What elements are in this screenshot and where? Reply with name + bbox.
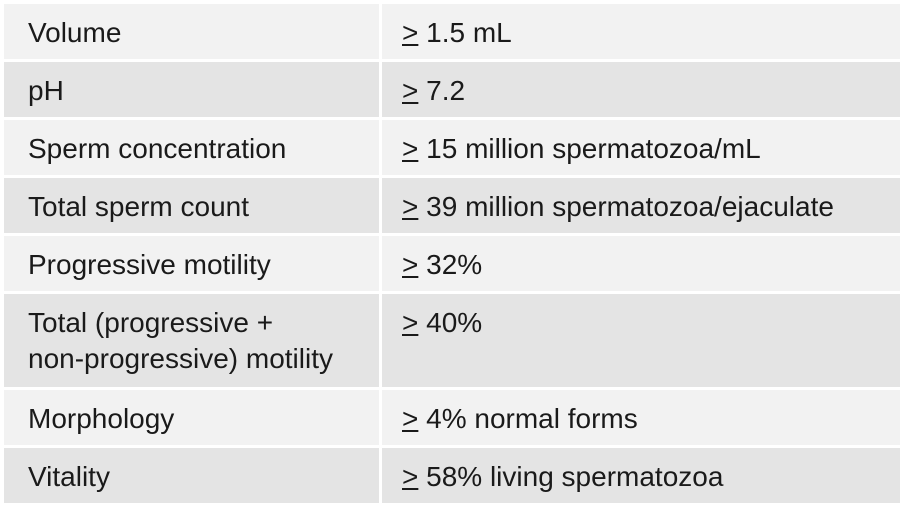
greater-equal-symbol: > (402, 307, 419, 338)
table-row: Volume > 1.5 mL (4, 4, 900, 62)
reference-values-table: Volume > 1.5 mL pH > 7.2 Sperm concentra… (4, 4, 900, 506)
value-cell: > 7.2 (379, 62, 900, 117)
parameter-cell: Total sperm count (28, 191, 249, 222)
table-row: pH > 7.2 (4, 62, 900, 120)
greater-equal-symbol: > (402, 403, 419, 434)
parameter-line: Total (progressive + (28, 307, 274, 338)
table-row: Sperm concentration > 15 million spermat… (4, 120, 900, 178)
parameter-cell: Total (progressive + non-progressive) mo… (4, 294, 379, 387)
value-cell: > 58% living spermatozoa (379, 448, 900, 503)
parameter-cell: Vitality (28, 461, 110, 492)
table-row: Total sperm count > 39 million spermatoz… (4, 178, 900, 236)
greater-equal-symbol: > (402, 191, 419, 222)
value-cell: > 39 million spermatozoa/ejaculate (379, 178, 900, 233)
table-row: Vitality > 58% living spermatozoa (4, 448, 900, 506)
greater-equal-symbol: > (402, 133, 419, 164)
table-row: Total (progressive + non-progressive) mo… (4, 294, 900, 390)
parameter-cell: Volume (28, 17, 122, 48)
value-cell: > 40% (379, 294, 900, 387)
greater-equal-symbol: > (402, 249, 419, 280)
parameter-cell: Morphology (28, 403, 175, 434)
value-cell: > 15 million spermatozoa/mL (379, 120, 900, 175)
parameter-cell: pH (28, 75, 64, 106)
greater-equal-symbol: > (402, 75, 419, 106)
greater-equal-symbol: > (402, 17, 419, 48)
greater-equal-symbol: > (402, 461, 419, 492)
table-row: Progressive motility > 32% (4, 236, 900, 294)
value-cell: > 4% normal forms (379, 390, 900, 445)
parameter-cell: Progressive motility (28, 249, 271, 280)
value-cell: > 1.5 mL (379, 4, 900, 59)
table-row: Morphology > 4% normal forms (4, 390, 900, 448)
parameter-cell: Sperm concentration (28, 133, 287, 164)
parameter-line: non-progressive) motility (28, 343, 333, 374)
value-cell: > 32% (379, 236, 900, 291)
